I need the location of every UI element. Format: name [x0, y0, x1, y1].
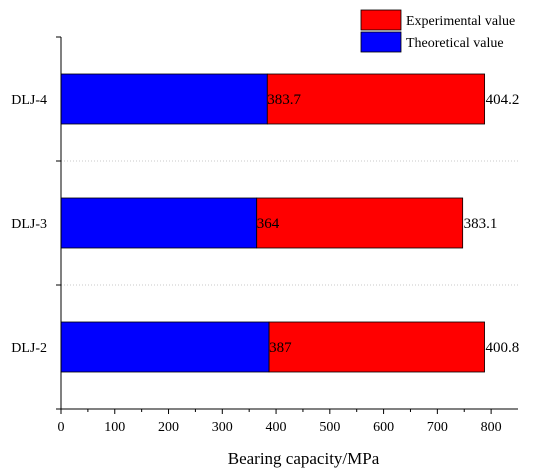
data-labels-group: 387 400.8 364 383.1 383.7 404.2 [257, 92, 520, 356]
x-tick-label: 100 [104, 420, 125, 435]
x-tick-label: 500 [319, 420, 340, 435]
bar-theoretical-dlj-4 [60, 73, 268, 125]
x-tick-label: 0 [58, 420, 65, 435]
data-label-experimental-dlj-2: 400.8 [486, 340, 520, 356]
legend-swatch-experimental [360, 9, 402, 31]
legend-label-experimental: Experimental value [406, 14, 515, 29]
x-tick-label: 200 [158, 420, 179, 435]
legend-label-theoretical: Theoretical value [406, 36, 504, 51]
data-label-experimental-dlj-4: 404.2 [486, 92, 520, 108]
x-tick-label: 400 [266, 420, 287, 435]
data-label-theoretical-dlj-2: 387 [269, 340, 292, 356]
category-separators [61, 160, 518, 286]
x-ticks-group: 0 100 200 300 400 500 600 700 800 [58, 409, 502, 435]
x-tick-label: 600 [373, 420, 394, 435]
data-label-experimental-dlj-3: 383.1 [464, 216, 498, 232]
x-axis-title: Bearing capacity/MPa [228, 449, 380, 468]
x-tick-label: 700 [427, 420, 448, 435]
category-label-dlj-4: DLJ-4 [11, 93, 47, 108]
bar-experimental-dlj-4 [266, 73, 486, 125]
legend: Experimental value Theoretical value [360, 9, 515, 53]
legend-swatch-theoretical [360, 31, 402, 53]
x-tick-label: 800 [481, 420, 502, 435]
category-label-dlj-2: DLJ-2 [11, 341, 47, 356]
data-label-theoretical-dlj-3: 364 [257, 216, 280, 232]
category-label-dlj-3: DLJ-3 [11, 217, 47, 232]
bar-experimental-dlj-3 [256, 197, 464, 249]
axes-group [56, 36, 518, 410]
bar-theoretical-dlj-3 [60, 197, 258, 249]
x-tick-label: 300 [212, 420, 233, 435]
bar-experimental-dlj-2 [268, 321, 485, 373]
category-labels-group: DLJ-2 DLJ-3 DLJ-4 [11, 93, 47, 356]
bar-theoretical-dlj-2 [60, 321, 270, 373]
data-label-theoretical-dlj-4: 383.7 [267, 92, 301, 108]
